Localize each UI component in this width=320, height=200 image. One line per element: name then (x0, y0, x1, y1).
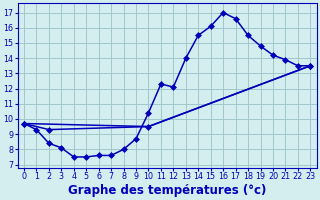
X-axis label: Graphe des températures (°c): Graphe des températures (°c) (68, 184, 266, 197)
